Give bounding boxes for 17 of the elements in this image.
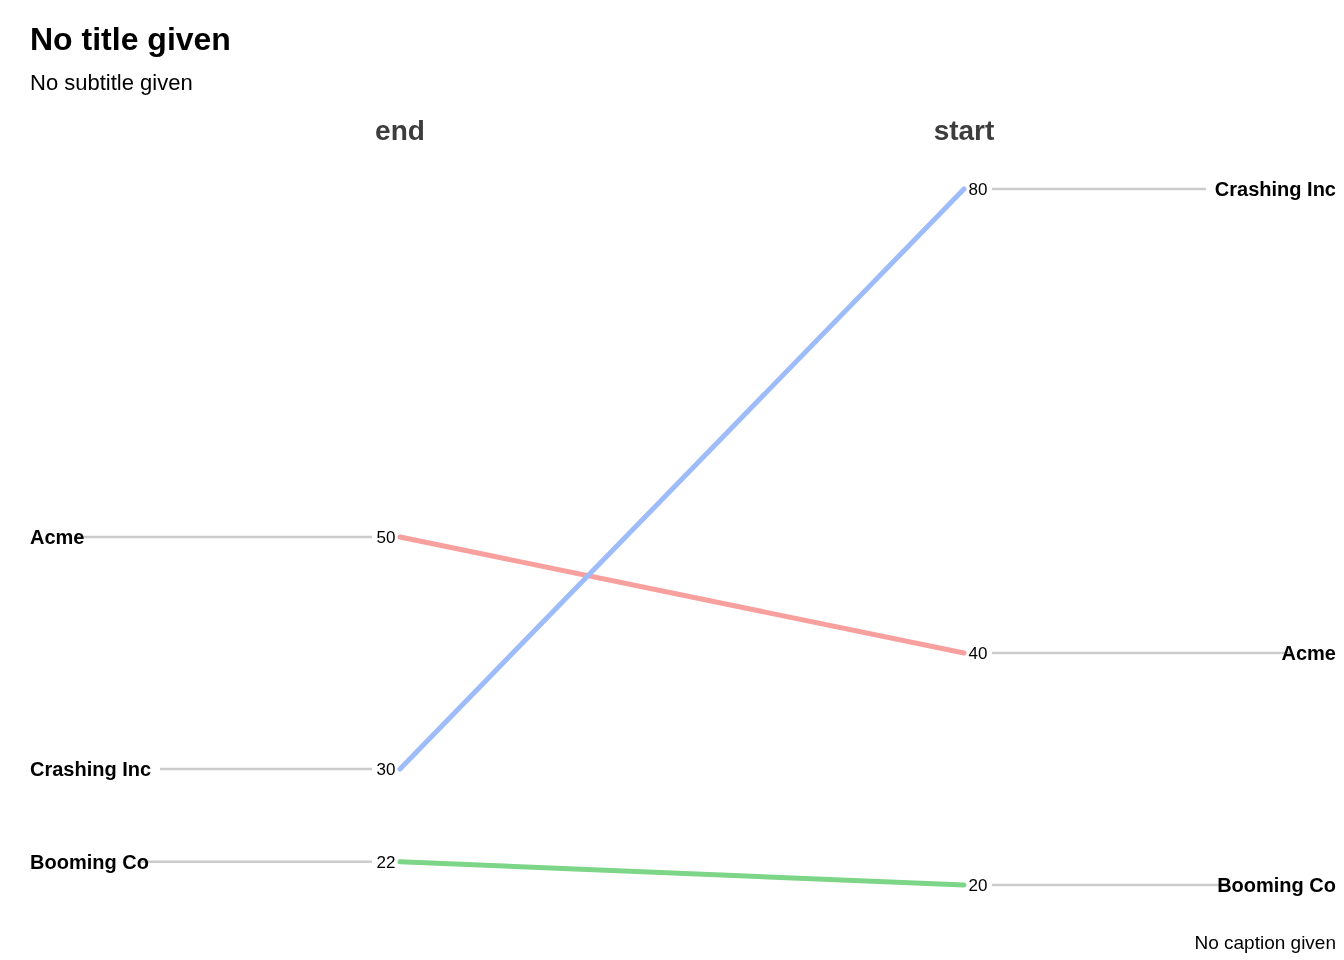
text: Booming Co xyxy=(30,850,149,873)
text: Crashing Inc xyxy=(30,758,152,780)
chart-subtitle: No subtitle given xyxy=(30,70,193,95)
text: Crashing Inc xyxy=(1214,178,1336,200)
x-tick-label: start xyxy=(933,115,995,146)
data-label: 50 xyxy=(376,528,396,547)
data-label: 30 xyxy=(376,760,396,779)
text: Acme xyxy=(30,526,85,548)
text: No caption given xyxy=(1194,932,1336,953)
data-label: 20 xyxy=(968,876,988,895)
data-label: 40 xyxy=(968,644,988,663)
x-tick-label: end xyxy=(375,115,425,146)
data-label: 22 xyxy=(376,852,396,872)
text: Booming Co xyxy=(1217,874,1336,896)
data-label: 80 xyxy=(968,180,988,199)
text: Acme xyxy=(1281,642,1336,664)
chart-title: No title given xyxy=(30,21,231,57)
